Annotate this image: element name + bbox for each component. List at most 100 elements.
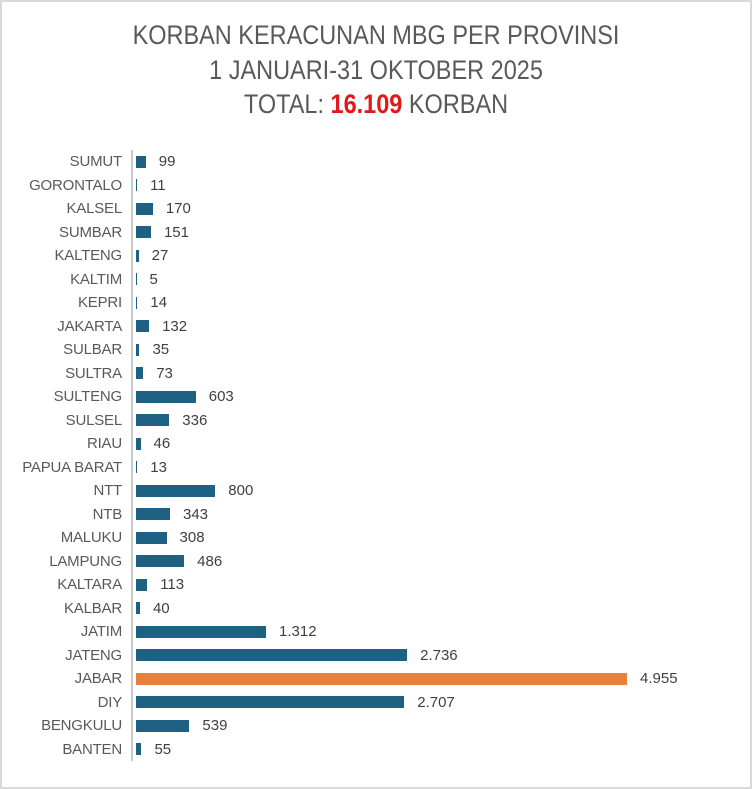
plot-area-row: 308: [131, 526, 746, 550]
value-label: 113: [160, 576, 185, 594]
category-label: NTB: [92, 505, 123, 523]
plot-area-row: 4.955: [131, 667, 746, 691]
chart-row: NTT 800: [2, 479, 746, 503]
value-label: 2.707: [417, 693, 455, 711]
value-label: 99: [158, 153, 176, 171]
plot-area-row: 170: [131, 197, 746, 221]
chart-row: KALTARA 113: [2, 573, 746, 597]
bar: [136, 202, 153, 215]
plot-area-row: 800: [131, 479, 746, 503]
category-label: PAPUA BARAT: [22, 458, 122, 476]
plot-area-row: 539: [131, 714, 746, 738]
bar: [136, 461, 138, 474]
bar: [136, 367, 144, 380]
plot-area-row: 2.736: [131, 643, 746, 667]
chart-row: BENGKULU 539: [2, 714, 746, 738]
plot-area-row: 132: [131, 314, 746, 338]
category-label: SULTENG: [53, 388, 123, 406]
value-label: 336: [182, 411, 208, 429]
plot-area-row: 13: [131, 455, 746, 479]
plot-area-row: 14: [131, 291, 746, 315]
bar: [136, 320, 150, 333]
value-label: 11: [150, 176, 166, 194]
category-label: KALTENG: [54, 247, 122, 265]
bar: [136, 414, 170, 427]
bar: [136, 531, 167, 544]
value-label: 539: [202, 717, 228, 735]
bar: [136, 672, 627, 685]
category-label: SUMUT: [69, 153, 123, 171]
bar: [136, 179, 138, 192]
value-label: 800: [228, 482, 254, 500]
chart-row: SUMUT 99: [2, 150, 746, 174]
bar: [136, 649, 408, 662]
category-label: KALTARA: [57, 576, 122, 594]
category-label: NTT: [93, 482, 122, 500]
bar: [136, 343, 140, 356]
category-label: LAMPUNG: [49, 552, 122, 570]
chart-row: RIAU 46: [2, 432, 746, 456]
chart-row: KALSEL 170: [2, 197, 746, 221]
value-label: 27: [151, 247, 169, 265]
category-label: KALSEL: [66, 200, 122, 218]
value-label: 343: [182, 505, 209, 523]
bar: [136, 390, 196, 403]
chart-row: BANTEN 55: [2, 737, 746, 761]
category-label: BENGKULU: [41, 717, 122, 735]
chart-row: LAMPUNG 486: [2, 549, 746, 573]
chart-row: SULTRA 73: [2, 361, 746, 385]
value-label: 151: [163, 223, 189, 241]
value-label: 55: [154, 740, 172, 758]
chart-row: JATENG 2.736: [2, 643, 746, 667]
total-prefix: TOTAL:: [243, 89, 331, 119]
chart-row: KALTENG 27: [2, 244, 746, 268]
plot-area-row: 486: [131, 549, 746, 573]
value-label: 2.736: [420, 646, 458, 664]
category-label: JATIM: [80, 623, 122, 641]
value-label: 40: [152, 599, 170, 617]
value-label: 46: [153, 435, 171, 453]
chart-title: KORBAN KERACUNAN MBG PER PROVINSI 1 JANU…: [51, 18, 702, 122]
plot-area-row: 336: [131, 408, 746, 432]
chart-row: KALTIM 5: [2, 267, 746, 291]
plot-area-row: 40: [131, 596, 746, 620]
value-label: 13: [150, 458, 167, 476]
chart-row: JATIM 1.312: [2, 620, 746, 644]
plot-area-row: 55: [131, 737, 746, 761]
bar: [136, 555, 185, 568]
plot-area-row: 5: [131, 267, 746, 291]
category-label: RIAU: [86, 435, 122, 453]
bar: [136, 437, 141, 450]
value-label: 5: [149, 270, 158, 288]
category-label: SUMBAR: [59, 223, 122, 241]
bar: [136, 719, 190, 732]
value-label: 170: [165, 200, 191, 218]
bar: [136, 296, 138, 309]
value-label: 486: [197, 552, 223, 570]
total-suffix: KORBAN: [402, 89, 509, 119]
bar: [136, 508, 170, 521]
chart-row: MALUKU 308: [2, 526, 746, 550]
bar: [136, 249, 139, 262]
plot-area-row: 11: [131, 173, 746, 197]
bar: [136, 602, 140, 615]
chart-row: PAPUA BARAT 13: [2, 455, 746, 479]
value-label: 4.955: [640, 670, 678, 688]
category-label: SULBAR: [63, 341, 122, 359]
value-label: 1.312: [279, 623, 317, 641]
bar: [136, 696, 405, 709]
chart-row: JABAR 4.955: [2, 667, 746, 691]
chart-row: DIY 2.707: [2, 690, 746, 714]
title-line-3: TOTAL: 16.109 KORBAN: [51, 87, 702, 122]
category-label: JAKARTA: [57, 317, 122, 335]
chart-row: SUMBAR 151: [2, 220, 746, 244]
value-label: 603: [208, 388, 234, 406]
plot-area-row: 27: [131, 244, 746, 268]
plot-area-row: 343: [131, 502, 746, 526]
chart-row: GORONTALO 11: [2, 173, 746, 197]
category-label: JATENG: [65, 646, 122, 664]
category-label: KEPRI: [77, 294, 122, 312]
bar-chart: SUMUT 99 GORONTALO 11 KALSEL 170 SUMBAR 151 KALT…: [2, 150, 746, 761]
plot-area-row: 1.312: [131, 620, 746, 644]
bar: [136, 226, 151, 239]
